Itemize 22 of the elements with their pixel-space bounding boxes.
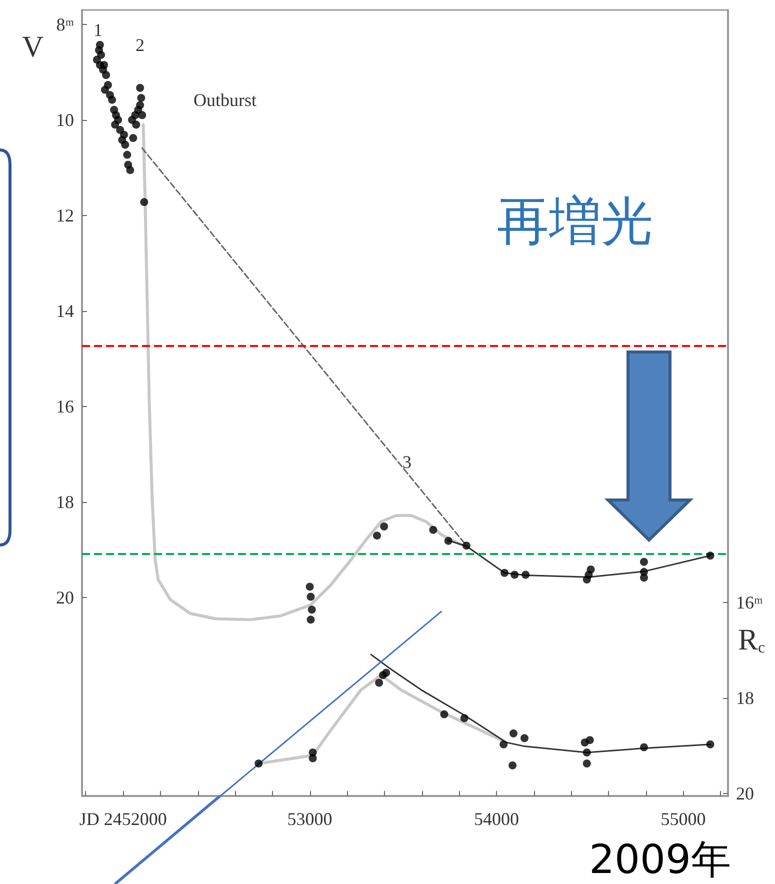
y-tick-label: 14 <box>56 301 74 322</box>
y2-tick-label: 18 <box>736 688 754 708</box>
x-tick-label: JD 2452000 <box>79 809 167 829</box>
y2-tick-label: 20 <box>736 784 754 804</box>
annotation: Outburst <box>194 90 256 110</box>
y-tick-label: 16 <box>56 396 74 417</box>
annotation: 3 <box>402 452 412 472</box>
y-tick-label: 18 <box>56 492 74 512</box>
x-tick-label: 54000 <box>474 809 519 829</box>
text: 2009年 <box>589 837 731 883</box>
annotation: 再増光 <box>497 192 653 252</box>
x-tick-label: 55000 <box>660 809 706 829</box>
y-axis-title: V <box>22 30 44 64</box>
y-tick-label: 12 <box>56 205 74 226</box>
y2-tick-label: 16ᵐ <box>736 592 763 612</box>
annotation: 1 <box>94 20 102 40</box>
annotation: 2 <box>136 35 144 55</box>
y-tick-label: 10 <box>56 110 74 130</box>
y2-axis-title: Rc <box>738 624 766 656</box>
x-tick-label: 53000 <box>287 809 332 829</box>
y-tick-label: 20 <box>56 588 74 608</box>
y-tick-label: 8ᵐ <box>56 14 74 34</box>
